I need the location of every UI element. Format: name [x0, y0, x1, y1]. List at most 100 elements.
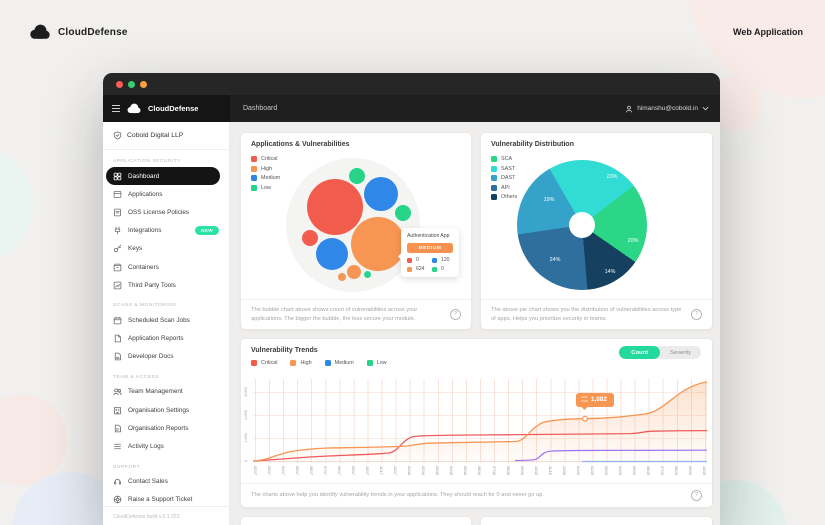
sidebar-item-application-reports[interactable]: Application Reports [103, 330, 229, 348]
sidebar-item-organisation-reports[interactable]: Organisation Reports [103, 419, 229, 437]
bubble-high[interactable] [347, 265, 361, 279]
bubble-low[interactable] [364, 271, 371, 278]
help-icon[interactable]: ? [691, 490, 702, 501]
line-high [253, 381, 707, 462]
legend-swatch [251, 165, 257, 172]
section-label: TEAM & ACCESS [113, 374, 159, 380]
app-window-icon [113, 190, 122, 198]
bubble-high[interactable] [338, 273, 346, 281]
bubble-critical[interactable] [302, 230, 318, 246]
legend-label: Others [501, 194, 518, 200]
legend-swatch [251, 156, 257, 162]
app-topbar: CloudDefense Dashboard himanshu@cobold.i… [103, 95, 720, 122]
menu-icon[interactable] [112, 105, 120, 112]
sidebar-item-label: Keys [128, 245, 143, 253]
bubble-medium[interactable] [364, 177, 398, 211]
sidebar-item-integrations[interactable]: Integrations NEW [103, 222, 229, 240]
line-critical [253, 429, 707, 462]
bubble-medium[interactable] [316, 238, 348, 270]
count-value: 624 [416, 266, 425, 273]
x-tick-label: 06/19 [646, 466, 651, 475]
x-tick-label: 01/18 [407, 466, 412, 475]
trends-tooltip: FEB 2019 1,882 [576, 393, 614, 407]
sidebar-item-scheduled-scan-jobs[interactable]: Scheduled Scan Jobs [103, 311, 229, 329]
sidebar-item-applications[interactable]: Applications [103, 185, 229, 203]
highlight-marker [582, 415, 589, 422]
tooltip-counts: 0 120 624 0 [407, 257, 453, 272]
y-tick-label: 0 [244, 459, 248, 463]
x-tick-label: 02/17 [252, 466, 257, 475]
container-box-icon [113, 263, 122, 271]
window-zoom-button[interactable] [140, 80, 147, 88]
sidebar-item-label: Raise a Support Ticket [128, 496, 193, 504]
sidebar-item-activity-logs[interactable]: Activity Logs [103, 437, 229, 455]
legend-label: High [261, 165, 273, 172]
sidebar-item-label: Dashboard [128, 172, 160, 180]
org-name: Cobold Digital LLP [127, 132, 184, 139]
x-tick-label: 07/17 [322, 466, 327, 475]
caption-text: The charts above help you identify vulne… [251, 492, 544, 499]
sidebar-item-organisation-settings[interactable]: Organisation Settings [103, 401, 229, 419]
sidebar-item-keys[interactable]: Keys [103, 240, 229, 258]
headset-icon [114, 479, 121, 485]
legend-label: API [501, 184, 510, 191]
x-tick-label: 09/18 [519, 466, 524, 475]
key-icon [113, 245, 122, 253]
trends-lines [253, 381, 707, 463]
x-tick-label: 09/19 [688, 466, 693, 475]
pie-legend: SCA SAST DAST API Others [491, 156, 517, 200]
sidebar-item-third-party-tools[interactable]: Third Party Tools [103, 276, 229, 294]
user-menu[interactable]: himanshu@cobold.in [625, 105, 709, 113]
bubble-high[interactable] [351, 217, 405, 271]
window-titlebar [103, 73, 720, 95]
x-tick-label: 11/18 [547, 466, 552, 475]
x-tick-label: 05/18 [463, 466, 468, 475]
x-tick-label: 09/17 [350, 466, 355, 475]
legend-label: Low [376, 360, 387, 366]
trends-chart[interactable]: 3,000 2,000 1,000 0 [244, 379, 707, 463]
topbar-brand-area: CloudDefense [103, 95, 230, 122]
sidebar-item-oss-license-policies[interactable]: OSS License Policies [103, 203, 229, 221]
legend-swatch [491, 165, 497, 172]
toggle-severity[interactable]: Severity [670, 349, 691, 356]
lifebuoy-icon [113, 496, 122, 504]
sidebar-item-raise-support-ticket[interactable]: Raise a Support Ticket [103, 491, 229, 509]
pie-slice-label: 14% [604, 269, 616, 275]
legend-label: DAST [501, 175, 516, 181]
card-caption: The charts above help you identify vulne… [241, 483, 712, 507]
x-tick-label: 05/19 [632, 466, 637, 475]
user-email: himanshu@cobold.in [637, 105, 698, 112]
bubble-low[interactable] [395, 205, 411, 221]
legend-label: Critical [261, 360, 278, 366]
x-tick-label: 10/18 [533, 466, 538, 475]
help-icon[interactable]: ? [691, 309, 702, 320]
org-selector[interactable]: Cobold Digital LLP [103, 122, 229, 150]
legend-swatch [251, 360, 257, 366]
sidebar-item-dashboard[interactable]: Dashboard [106, 167, 220, 186]
sidebar-item-label: Activity Logs [128, 443, 164, 451]
pie-slice-label: 19% [543, 197, 555, 203]
bubble-critical[interactable] [307, 179, 363, 235]
card-applications-vulnerabilities: Applications & Vulnerabilities Critical … [240, 132, 472, 330]
x-tick-label: 06/17 [308, 466, 313, 475]
sidebar-item-developer-docs[interactable]: Developer Docs [103, 348, 229, 366]
x-tick-label: 03/17 [266, 466, 271, 475]
sidebar-item-contact-sales[interactable]: Contact Sales [103, 473, 229, 491]
window-close-button[interactable] [116, 80, 123, 88]
people-icon [113, 388, 122, 396]
deco-circle-bottom-left-pink [0, 395, 67, 485]
x-tick-label: 10/17 [364, 466, 369, 475]
toggle-count[interactable]: Count [619, 346, 661, 359]
legend-swatch [432, 257, 437, 263]
x-tick-label: 01/19 [575, 466, 580, 475]
new-badge: NEW [195, 226, 219, 236]
outer-brand: CloudDefense [28, 24, 128, 40]
x-tick-label: 07/18 [491, 466, 496, 475]
sidebar-item-team-management[interactable]: Team Management [103, 383, 229, 401]
bubble-low[interactable] [349, 168, 365, 184]
help-icon[interactable]: ? [450, 309, 461, 320]
sidebar-item-containers[interactable]: Containers [103, 258, 229, 276]
pie-chart[interactable]: 23% 20% 14% 24% 19% [517, 160, 647, 290]
window-minimize-button[interactable] [128, 80, 135, 88]
caption-text: The bubble chart above shows count of vu… [251, 306, 418, 322]
